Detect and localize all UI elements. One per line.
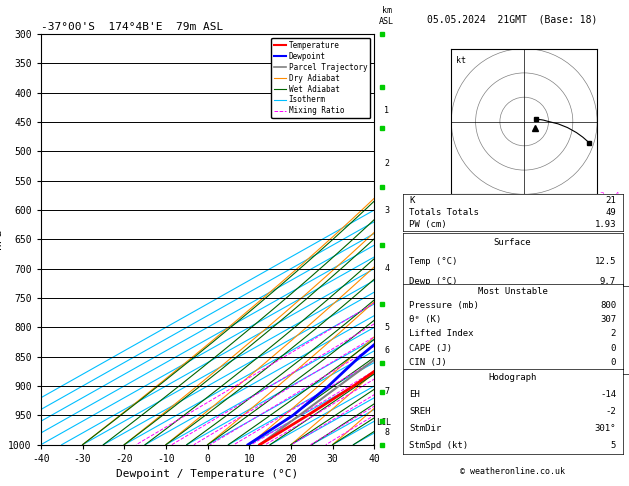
Text: 2: 2 [384,158,389,168]
Text: CAPE (J): CAPE (J) [409,344,452,353]
Legend: Temperature, Dewpoint, Parcel Trajectory, Dry Adiabat, Wet Adiabat, Isotherm, Mi: Temperature, Dewpoint, Parcel Trajectory… [271,38,370,119]
Text: Lifted Index: Lifted Index [409,315,474,324]
Y-axis label: hPa: hPa [0,229,3,249]
Text: 0: 0 [611,334,616,343]
Text: 307: 307 [600,315,616,324]
Text: Dewp (°C): Dewp (°C) [409,277,457,285]
Text: © weatheronline.co.uk: © weatheronline.co.uk [460,468,565,476]
Text: 2: 2 [579,192,583,198]
Text: 9.7: 9.7 [600,277,616,285]
Text: 4: 4 [615,192,620,198]
Text: -2: -2 [605,407,616,417]
Text: 301°: 301° [594,424,616,434]
Text: 05.05.2024  21GMT  (Base: 18): 05.05.2024 21GMT (Base: 18) [428,15,598,24]
Text: CIN (J): CIN (J) [409,353,447,362]
Text: StmDir: StmDir [409,424,442,434]
Text: 49: 49 [605,208,616,217]
Text: 7: 7 [384,387,389,397]
Text: 800: 800 [600,301,616,310]
Text: EH: EH [409,390,420,399]
Text: Pressure (mb): Pressure (mb) [409,301,479,310]
Text: -14: -14 [600,390,616,399]
Text: CIN (J): CIN (J) [409,358,447,367]
Text: θᵉ (K): θᵉ (K) [409,315,442,324]
Text: 0: 0 [611,358,616,367]
Text: 12.5: 12.5 [594,258,616,266]
Text: Surface: Surface [494,238,532,247]
Text: 3: 3 [599,192,604,198]
Text: θᵉ(K): θᵉ(K) [409,295,436,305]
Text: 8: 8 [384,429,389,437]
Text: Most Unstable: Most Unstable [477,287,548,296]
Text: Lifted Index: Lifted Index [409,330,474,338]
Text: 0: 0 [611,344,616,353]
Text: -37°00'S  174°4B'E  79m ASL: -37°00'S 174°4B'E 79m ASL [41,22,223,32]
Text: 6: 6 [384,347,389,355]
Text: 1: 1 [384,106,389,115]
Text: K: K [409,196,415,205]
Text: PW (cm): PW (cm) [409,220,447,229]
Text: Temp (°C): Temp (°C) [409,258,457,266]
Text: 4: 4 [384,264,389,273]
Text: kt: kt [456,56,466,65]
Text: 1: 1 [545,192,550,198]
Text: 0: 0 [611,353,616,362]
Text: 5: 5 [611,315,616,324]
X-axis label: Dewpoint / Temperature (°C): Dewpoint / Temperature (°C) [116,469,299,479]
Text: CAPE (J): CAPE (J) [409,334,452,343]
Text: km
ASL: km ASL [379,6,394,26]
Text: Totals Totals: Totals Totals [409,208,479,217]
Text: 5: 5 [384,323,389,332]
Text: 305: 305 [600,295,616,305]
Text: Hodograph: Hodograph [489,373,537,382]
Text: 1.93: 1.93 [594,220,616,229]
Text: SREH: SREH [409,407,431,417]
Text: 2: 2 [611,330,616,338]
Text: LCL: LCL [376,418,391,428]
Text: 5: 5 [611,441,616,451]
Text: StmSpd (kt): StmSpd (kt) [409,441,468,451]
Text: 3: 3 [384,206,389,214]
Text: 21: 21 [605,196,616,205]
